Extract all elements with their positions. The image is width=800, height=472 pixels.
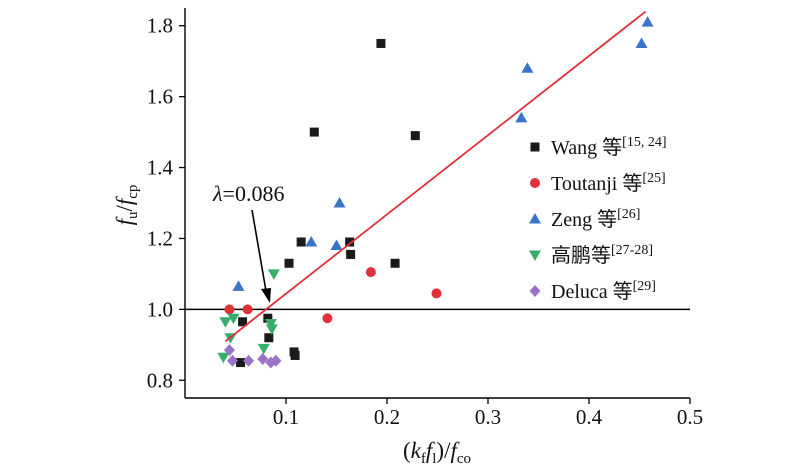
- y-tick-label: 1.2: [147, 226, 173, 250]
- legend-label: Toutanji 等[25]: [551, 171, 666, 195]
- lambda-arrow-head: [261, 288, 271, 303]
- y-tick-label: 1.0: [147, 297, 173, 321]
- plot-marks: [185, 10, 690, 369]
- legend-item: Zeng 等[26]: [529, 207, 640, 231]
- legend-series-ref: [25]: [642, 171, 665, 186]
- legend-series-ref: [29]: [633, 279, 656, 294]
- legend-series-ref: [26]: [617, 207, 640, 222]
- legend-item: Toutanji 等[25]: [530, 171, 666, 195]
- legend-label: Wang 等[15, 24]: [551, 135, 666, 159]
- data-point: [238, 317, 248, 327]
- data-point: [227, 313, 240, 325]
- legend: Wang 等[15, 24] Toutanji 等[25] Zeng 等[26] 高鹏…: [529, 135, 666, 303]
- data-point: [521, 62, 534, 73]
- lambda-annotation: λ=0.086: [212, 181, 284, 303]
- legend-item: Deluca 等[29]: [529, 279, 656, 303]
- y-tick-label: 1.4: [147, 156, 174, 180]
- y-ticks: 0.8 1.0 1.2 1.4 1.6 1.8: [147, 14, 185, 392]
- data-point: [242, 304, 253, 315]
- data-point: [322, 313, 333, 324]
- data-point: [265, 324, 278, 335]
- series-1-points: [236, 38, 420, 368]
- legend-label: 高鹏等[27-28]: [551, 243, 653, 267]
- series-3-points: [232, 16, 654, 291]
- data-point: [365, 267, 376, 278]
- data-point: [515, 111, 528, 123]
- data-point: [267, 269, 280, 280]
- data-point: [641, 16, 654, 27]
- data-point: [296, 237, 306, 247]
- x-tick-label: 0.1: [273, 405, 299, 429]
- x-tick-label: 0.2: [374, 405, 400, 429]
- data-point: [410, 131, 420, 141]
- legend-series-name: Wang 等: [551, 136, 622, 159]
- data-point: [333, 197, 346, 208]
- legend-item: 高鹏等[27-28]: [529, 243, 653, 267]
- lambda-arrow-line: [251, 209, 267, 292]
- data-point: [376, 38, 386, 48]
- x-tick-label: 0.3: [475, 405, 501, 429]
- legend-label: Deluca 等[29]: [551, 279, 656, 303]
- legend-marker: [529, 285, 541, 297]
- legend-marker: [530, 178, 540, 188]
- data-point: [330, 239, 343, 251]
- y-tick-label: 1.6: [147, 85, 173, 109]
- x-axis-title: (kffl)/fco: [403, 438, 471, 467]
- legend-marker: [529, 250, 541, 261]
- data-point: [345, 237, 355, 247]
- x-ticks: 0.1 0.2 0.3 0.4 0.5: [273, 398, 703, 429]
- legend-marker: [529, 213, 541, 224]
- data-point: [236, 358, 246, 368]
- legend-series-name: Deluca 等: [551, 280, 633, 303]
- lambda-symbol: λ: [212, 181, 223, 206]
- x-tick-label: 0.4: [576, 405, 603, 429]
- legend-item: Wang 等[15, 24]: [530, 135, 666, 159]
- data-point: [390, 258, 400, 268]
- data-point: [284, 258, 294, 268]
- y-tick-label: 1.8: [147, 14, 173, 38]
- data-point: [224, 304, 235, 315]
- series-5-points: [223, 344, 282, 369]
- data-point: [264, 319, 277, 330]
- data-point: [309, 127, 319, 137]
- data-point: [635, 37, 648, 48]
- legend-series-ref: [15, 24]: [622, 135, 666, 150]
- fit-line: [224, 10, 647, 342]
- data-point: [257, 353, 269, 365]
- data-point: [431, 288, 442, 299]
- data-point: [264, 333, 274, 343]
- data-point: [243, 354, 255, 367]
- data-point: [226, 354, 238, 367]
- data-point: [270, 354, 282, 367]
- legend-label: Zeng 等[26]: [551, 207, 640, 231]
- data-point: [217, 352, 230, 364]
- data-point: [219, 317, 232, 328]
- y-axis-title: fu/fcp: [112, 185, 141, 226]
- data-point: [290, 350, 300, 360]
- data-point: [305, 236, 318, 247]
- series-2-points: [224, 267, 442, 324]
- axes: [184, 8, 690, 399]
- lambda-value: =0.086: [223, 181, 285, 206]
- x-tick-label: 0.5: [677, 405, 703, 429]
- data-point: [223, 344, 235, 357]
- legend-marker: [530, 142, 540, 152]
- legend-series-name: 高鹏等: [551, 244, 611, 267]
- legend-series-ref: [27-28]: [611, 243, 653, 258]
- y-tick-label: 0.8: [147, 368, 173, 392]
- data-point: [263, 313, 273, 323]
- legend-series-name: Zeng 等: [551, 208, 617, 231]
- lambda-annotation-label: λ=0.086: [212, 181, 284, 206]
- data-point: [257, 343, 270, 355]
- data-point: [346, 249, 356, 259]
- data-point: [232, 280, 245, 291]
- legend-series-name: Toutanji 等: [551, 172, 642, 195]
